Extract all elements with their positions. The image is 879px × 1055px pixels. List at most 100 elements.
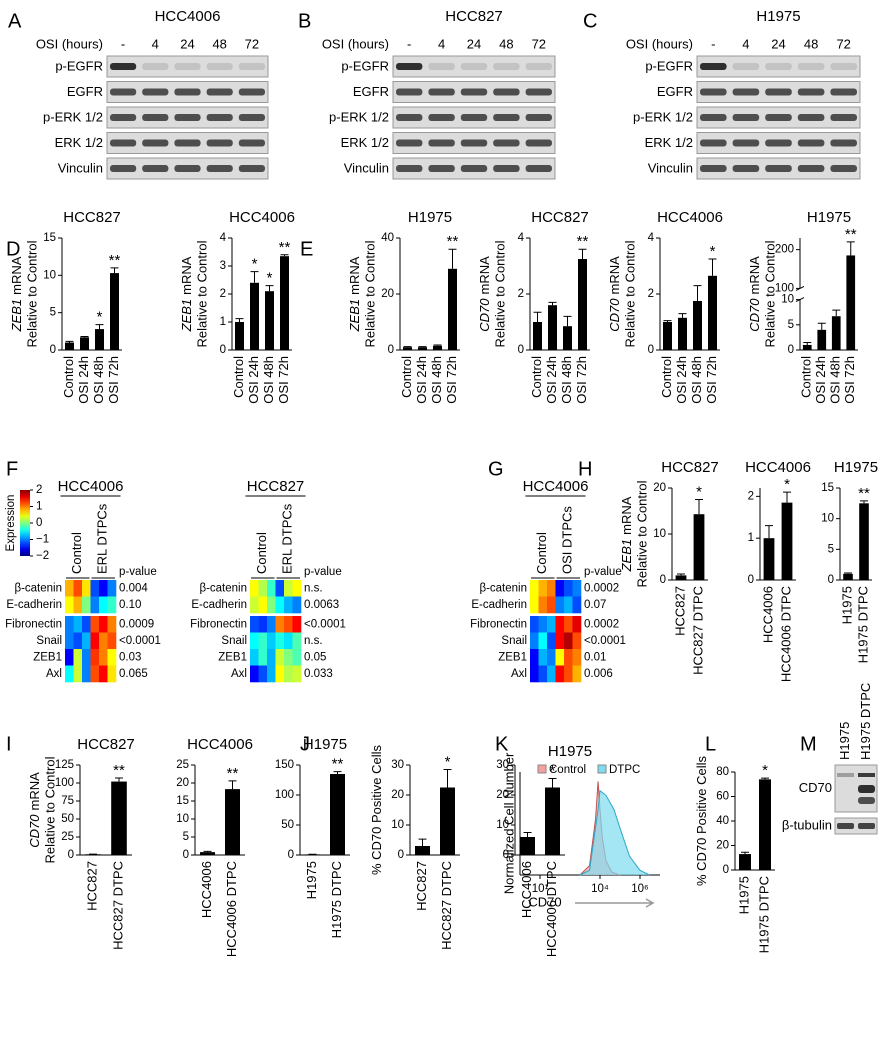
bar: [433, 346, 442, 350]
x-axis-label: CD70: [528, 894, 561, 909]
y-axis-label-text: mRNA: [747, 256, 762, 295]
bar: [330, 774, 345, 855]
row-label: β-catenin: [479, 582, 527, 594]
y-axis-label: Relative to Control: [634, 480, 649, 587]
bar: [80, 337, 89, 350]
y-axis-label: Relative to Control: [194, 240, 209, 347]
y-tick-label: 1: [748, 532, 754, 544]
y-tick-label: 2: [518, 288, 524, 300]
band: [765, 165, 792, 172]
heatmap-cell: [547, 633, 556, 650]
band: [830, 89, 857, 96]
heatmap-cell: [284, 580, 293, 597]
heatmap-cell: [82, 616, 91, 633]
y-axis-label: % CD70 Positive Cells: [694, 755, 709, 886]
y-tick-label: 0: [68, 849, 74, 861]
x-tick-label: OSI 48h: [429, 356, 444, 404]
band: [830, 165, 857, 172]
y-tick-label: 75: [61, 795, 74, 807]
lane-label: 4: [152, 36, 159, 51]
heatmap-cell: [108, 666, 117, 683]
y-tick-label: 2: [748, 490, 754, 502]
heatmap-cell: [564, 649, 573, 666]
p-value: 0.065: [119, 668, 148, 680]
y-axis-label: CD70mRNA: [607, 256, 622, 332]
p-value: 0.0063: [304, 599, 339, 611]
chart-title: H1975: [548, 743, 592, 760]
y-tick-label: 30: [391, 759, 404, 771]
legend-label: DTPC: [609, 764, 640, 776]
x-tick-label: H1975: [304, 861, 319, 899]
heatmap-cell: [65, 666, 74, 683]
heatmap-cell: [556, 616, 565, 633]
y-axis-label: ZEB1mRNA: [347, 256, 362, 332]
row-label: Vinculin: [344, 160, 389, 175]
error-bar: [204, 851, 212, 852]
panel-letter: M: [800, 733, 817, 755]
chart-title: HCC827: [531, 209, 589, 226]
band: [461, 63, 487, 70]
bar: [678, 318, 687, 350]
band: [428, 63, 454, 70]
heatmap-cell: [99, 666, 108, 683]
heatmap-cell: [539, 666, 548, 683]
heatmap-cell: [284, 597, 293, 614]
heatmap-cell: [573, 616, 582, 633]
heatmap-cell: [267, 649, 276, 666]
heatmap-cell: [564, 666, 573, 683]
panel-letter: J: [300, 733, 310, 755]
lane-label: 72: [836, 36, 850, 51]
band: [174, 165, 200, 172]
band: [526, 140, 552, 147]
bar: [225, 789, 240, 855]
heatmap-cell: [556, 666, 565, 683]
band: [207, 89, 233, 96]
band: [830, 140, 857, 147]
heatmap-cell: [74, 580, 83, 597]
lane-label: 72: [532, 36, 546, 51]
y-tick-label: 25: [176, 759, 189, 771]
x-tick-label: OSI 48h: [828, 356, 843, 404]
heatmap-cell: [91, 616, 100, 633]
significance: *: [784, 476, 790, 493]
error-bar: [765, 526, 773, 539]
y-tick-label: 15: [821, 482, 834, 494]
x-tick-label: HCC827: [414, 861, 429, 911]
y-tick-label: 20: [653, 482, 666, 494]
bar: [846, 255, 855, 350]
gene-name: CD70: [477, 298, 492, 332]
band: [837, 823, 854, 829]
band: [733, 63, 760, 70]
bar: [859, 503, 869, 580]
lane-label: 24: [771, 36, 785, 51]
heatmap-cell: [259, 649, 268, 666]
chart-title: HCC4006: [657, 209, 723, 226]
x-tick-label: Control: [61, 356, 76, 398]
row-label: Vinculin: [58, 160, 103, 175]
lane-label: 72: [245, 36, 259, 51]
x-tick-label: 10⁴: [591, 883, 609, 895]
y-tick-label: 0: [50, 344, 56, 356]
band: [526, 114, 552, 121]
heatmap-cell: [284, 649, 293, 666]
heatmap-cell: [65, 633, 74, 650]
error-bar: [844, 573, 852, 574]
heatmap-cell: [259, 633, 268, 650]
y-tick-label: 25: [61, 831, 74, 843]
x-tick-label: Control: [399, 356, 414, 398]
row-label: E-cadherin: [471, 599, 527, 611]
bar: [440, 788, 455, 856]
y-tick-label: 50: [61, 813, 74, 825]
lane-label: 4: [438, 36, 445, 51]
row-label: ERK 1/2: [55, 135, 103, 150]
y-axis-label-text: mRNA: [619, 496, 634, 535]
band: [858, 785, 875, 793]
histogram-curve: [580, 791, 650, 875]
x-tick-label: OSI 48h: [559, 356, 574, 404]
x-tick-label: HCC827 DTPC: [439, 861, 454, 950]
x-tick-label: Control: [231, 356, 246, 398]
heatmap-cell: [267, 616, 276, 633]
gene-name: ZEB1: [9, 299, 24, 333]
p-value: <0.0001: [119, 635, 161, 647]
